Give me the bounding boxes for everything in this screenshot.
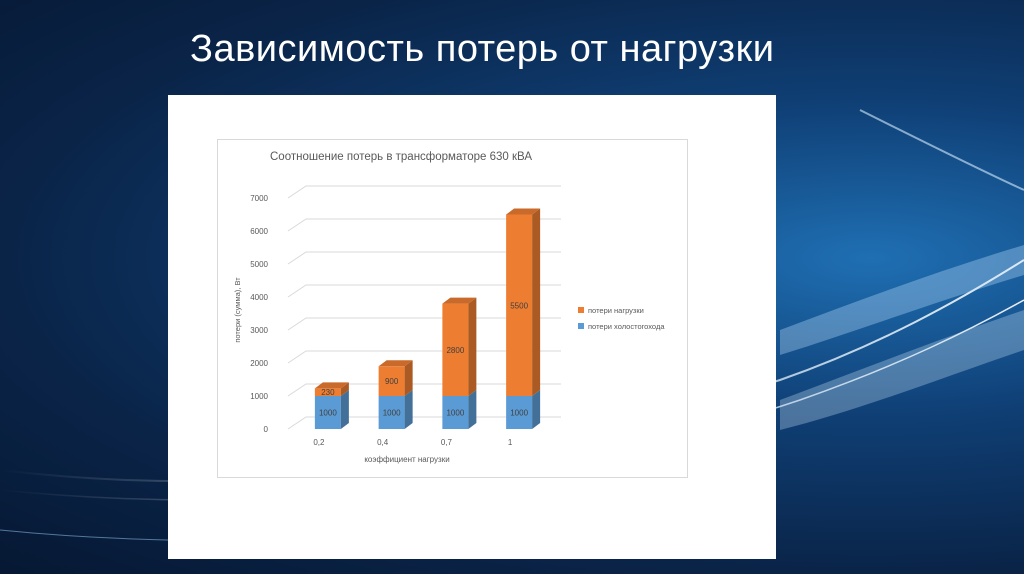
bar-side-face: [468, 297, 477, 396]
y-tick-label: 5000: [250, 260, 268, 269]
bar-segment: [442, 303, 469, 396]
bar-top-face: [506, 208, 541, 215]
stacked-bar-chart: Соотношение потерь в трансформаторе 630 …: [233, 151, 665, 464]
data-label: 5500: [510, 301, 528, 310]
legend-swatch: [578, 307, 584, 313]
bar-segment: [442, 396, 469, 429]
bar-top-face: [442, 297, 477, 304]
y-tick-label: 6000: [250, 227, 268, 236]
gridline: [287, 218, 561, 232]
bar-side-face: [532, 208, 541, 396]
data-label: 1000: [383, 409, 401, 418]
x-tick-label: 1: [508, 438, 513, 447]
bar-segment: [506, 214, 533, 396]
chart-title: Соотношение потерь в трансформаторе 630 …: [270, 151, 532, 163]
bar-segment: [506, 396, 533, 429]
gridline: [287, 284, 561, 298]
x-tick-label: 0,4: [377, 438, 389, 447]
data-label: 900: [385, 377, 399, 386]
bar-side-face: [404, 390, 413, 429]
chart-frame: Соотношение потерь в трансформаторе 630 …: [217, 139, 688, 478]
data-label: 1000: [510, 409, 528, 418]
gridline: [287, 251, 561, 265]
bar-side-face: [404, 360, 413, 396]
bar-side-face: [532, 390, 541, 429]
y-tick-label: 2000: [250, 359, 268, 368]
legend-swatch: [578, 323, 584, 329]
bar-segment: [314, 396, 341, 429]
bar-segment: [314, 388, 341, 396]
y-tick-label: 3000: [250, 326, 268, 335]
gridline: [287, 185, 561, 199]
bar-segment: [378, 366, 405, 396]
y-tick-label: 7000: [250, 194, 268, 203]
bar-top-face: [378, 360, 413, 367]
y-tick-label: 0: [264, 425, 269, 434]
bar-side-face: [468, 390, 477, 429]
y-tick-label: 4000: [250, 293, 268, 302]
y-tick-label: 1000: [250, 392, 268, 401]
slide-title: Зависимость потерь от нагрузки: [190, 28, 775, 70]
data-label: 1000: [446, 409, 464, 418]
legend-label: потери холостогохода: [588, 322, 665, 331]
data-label: 2800: [446, 346, 464, 355]
data-label: 230: [321, 388, 335, 397]
data-label: 1000: [319, 409, 337, 418]
legend-label: потери нагрузки: [588, 306, 644, 315]
x-axis-label: коэффициент нагрузки: [364, 455, 449, 464]
bar-segment: [378, 396, 405, 429]
bar-side-face: [340, 390, 349, 429]
x-tick-label: 0,2: [313, 438, 325, 447]
x-tick-label: 0,7: [441, 438, 453, 447]
bar-side-face: [340, 382, 349, 396]
bar-top-face: [314, 382, 349, 389]
y-axis-label: потери (сумма), Вт: [233, 277, 242, 343]
